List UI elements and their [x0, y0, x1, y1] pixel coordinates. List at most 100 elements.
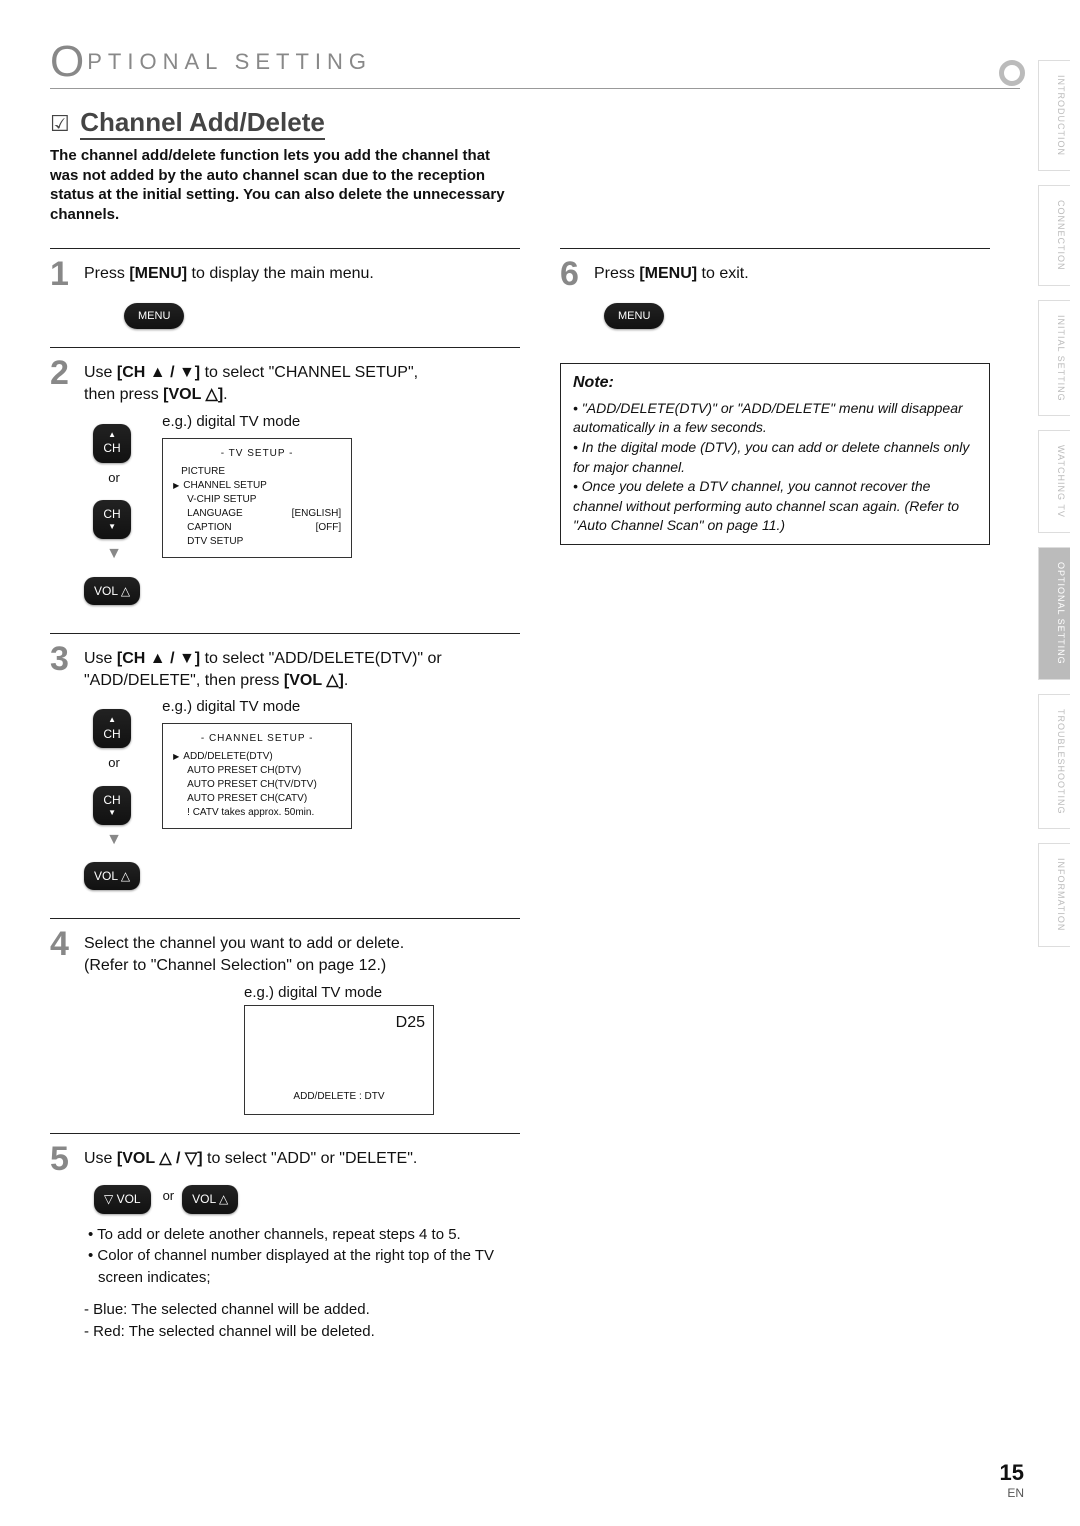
left-column: 1 Press [MENU] to display the main menu.…: [50, 248, 520, 1362]
scr-l5b: [OFF]: [316, 521, 342, 535]
add-delete-screen: D25 ADD/DELETE : DTV: [244, 1005, 434, 1115]
ch-up-button: CH: [93, 424, 130, 463]
scr3-title: - CHANNEL SETUP -: [173, 732, 341, 746]
scr3-l2: AUTO PRESET CH(DTV): [187, 764, 341, 778]
vol-button: VOL △: [84, 577, 140, 605]
scr-l3: V-CHIP SETUP: [187, 493, 341, 507]
intro-text: The channel add/delete function lets you…: [50, 146, 510, 224]
s1-b: [MENU]: [129, 265, 187, 282]
scr-l4a: LANGUAGE: [187, 507, 243, 521]
s5-b2: • Color of channel number displayed at t…: [88, 1245, 520, 1289]
tab-connection: CONNECTION: [1038, 185, 1070, 286]
scr-l1corr: CHANNEL SETUP: [173, 479, 341, 493]
or-label-3: or: [108, 754, 120, 772]
note-1: • "ADD/DELETE(DTV)" or "ADD/DELETE" menu…: [573, 399, 977, 438]
vol-left-button: ▽ VOL: [94, 1185, 151, 1213]
step-5: 5 Use [VOL △ / ▽] to select "ADD" or "DE…: [50, 1133, 520, 1362]
page-number: 15 EN: [1000, 1460, 1024, 1500]
right-column: 6 Press [MENU] to exit. MENU Note: • "AD…: [560, 248, 990, 1362]
channel-setup-screen: - CHANNEL SETUP - ADD/DELETE(DTV) AUTO P…: [162, 723, 352, 829]
s6-c: to exit.: [697, 265, 749, 282]
vol-button-3: VOL △: [84, 862, 140, 890]
step-2: 2 Use [CH ▲ / ▼] to select "CHANNEL SETU…: [50, 347, 520, 632]
ch-down-button-3: CH: [93, 786, 130, 825]
step-3: 3 Use [CH ▲ / ▼] to select "ADD/DELETE(D…: [50, 633, 520, 918]
s4-l1: Select the channel you want to add or de…: [84, 933, 520, 955]
s3-1c: to select "ADD/DELETE(DTV)" or: [200, 650, 442, 667]
scr-l5a: CAPTION: [187, 521, 231, 535]
en: EN: [1000, 1486, 1024, 1500]
scr-l6: DTV SETUP: [187, 535, 341, 549]
section-title: Channel Add/Delete: [80, 107, 325, 140]
note-title: Note:: [573, 372, 977, 394]
step-6: 6 Press [MENU] to exit. MENU: [560, 248, 990, 347]
step1-num: 1: [50, 255, 69, 294]
s1-c: to display the main menu.: [187, 265, 374, 282]
tab-optional-setting: OPTIONAL SETTING: [1038, 547, 1070, 680]
ch-down-button: CH: [93, 500, 130, 539]
s1-a: Press: [84, 265, 129, 282]
s5-b1: • To add or delete another channels, rep…: [88, 1224, 520, 1246]
down-arrow-icon-3: ▼: [106, 829, 122, 851]
tab-initial-setting: INITIAL SETTING: [1038, 300, 1070, 417]
s5-1c: to select "ADD" or "DELETE".: [203, 1150, 418, 1167]
vol-right-button: VOL △: [182, 1185, 238, 1213]
s3-2a: "ADD/DELETE", then press: [84, 672, 284, 689]
note-3: • Once you delete a DTV channel, you can…: [573, 477, 977, 536]
step2-num: 2: [50, 354, 69, 393]
step-1: 1 Press [MENU] to display the main menu.…: [50, 248, 520, 347]
s3-2c: .: [344, 672, 348, 689]
s2-2b: [VOL △]: [163, 386, 223, 403]
s6-a: Press: [594, 265, 639, 282]
s4-eg: e.g.) digital TV mode: [244, 983, 520, 1003]
tv-setup-screen: - TV SETUP - PICTURE CHANNEL SETUP V-CHI…: [162, 438, 352, 558]
header-circle-icon: [999, 60, 1025, 86]
menu-button-6: MENU: [604, 303, 664, 330]
s5-1b: [VOL △ / ▽]: [117, 1150, 203, 1167]
addline: ADD/DELETE : DTV: [245, 1090, 433, 1104]
tab-watching-tv: WATCHING TV: [1038, 430, 1070, 533]
note-2: • In the digital mode (DTV), you can add…: [573, 438, 977, 477]
step6-num: 6: [560, 255, 579, 294]
step3-num: 3: [50, 640, 69, 679]
side-tabs: INTRODUCTION CONNECTION INITIAL SETTING …: [1038, 60, 1070, 947]
s3-1a: Use: [84, 650, 117, 667]
note-box: Note: • "ADD/DELETE(DTV)" or "ADD/DELETE…: [560, 363, 990, 545]
ch-up-button-3: CH: [93, 709, 130, 748]
step5-num: 5: [50, 1140, 69, 1179]
ch-button-group-3: CH or CH ▼ VOL △: [84, 701, 144, 890]
scr3-l5: ! CATV takes approx. 50min.: [187, 806, 341, 820]
scr3-l4: AUTO PRESET CH(CATV): [187, 792, 341, 806]
check-icon: ☑: [50, 111, 70, 136]
down-arrow-icon: ▼: [106, 543, 122, 565]
s3-eg: e.g.) digital TV mode: [162, 697, 352, 717]
s5-d2: - Red: The selected channel will be dele…: [84, 1321, 520, 1344]
section-heading: ☑ Channel Add/Delete: [50, 107, 1020, 146]
scr3-l3: AUTO PRESET CH(TV/DTV): [187, 778, 341, 792]
s2-eg: e.g.) digital TV mode: [162, 412, 352, 432]
step4-num: 4: [50, 925, 69, 964]
tab-troubleshooting: TROUBLESHOOTING: [1038, 694, 1070, 830]
scr-l4b: [ENGLISH]: [292, 507, 341, 521]
page-header: O PTIONAL SETTING: [50, 40, 1020, 89]
s5-d1: - Blue: The selected channel will be add…: [84, 1299, 520, 1322]
ch-button-group: CH or CH ▼ VOL △: [84, 416, 144, 605]
scr-title: - TV SETUP -: [173, 447, 341, 461]
or-label: or: [108, 469, 120, 487]
s2-1a: Use: [84, 364, 117, 381]
s6-b: [MENU]: [639, 265, 697, 282]
header-text: PTIONAL SETTING: [87, 49, 372, 75]
scr-l1: PICTURE: [181, 465, 341, 479]
s5-1a: Use: [84, 1150, 117, 1167]
s2-2a: then press: [84, 386, 163, 403]
channel-d25: D25: [396, 1012, 425, 1034]
s2-1b: [CH ▲ / ▼]: [117, 364, 200, 381]
tab-introduction: INTRODUCTION: [1038, 60, 1070, 171]
header-o: O: [50, 40, 85, 84]
s2-1c: to select "CHANNEL SETUP",: [200, 364, 418, 381]
s2-2c: .: [223, 386, 227, 403]
tab-information: INFORMATION: [1038, 843, 1070, 946]
or-label-5: or: [163, 1187, 175, 1205]
s3-2b: [VOL △]: [284, 672, 344, 689]
menu-button: MENU: [124, 303, 184, 330]
